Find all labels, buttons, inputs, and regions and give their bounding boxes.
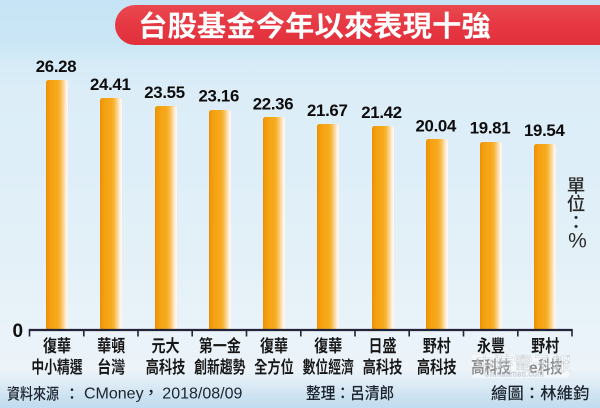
svg-text:23.16: 23.16 [199,87,240,106]
svg-text:23.55: 23.55 [144,83,185,102]
svg-text:24.41: 24.41 [90,75,131,94]
svg-text:21.67: 21.67 [307,101,348,120]
svg-text:21.42: 21.42 [361,103,402,122]
svg-text:0: 0 [13,321,24,342]
svg-text:19.81: 19.81 [470,119,511,138]
svg-text:19.54: 19.54 [524,121,565,140]
svg-text:2018/08/09: 2018/08/09 [162,385,242,402]
svg-text:Chinatimes.com: Chinatimes.com [484,370,544,379]
svg-text:20.04: 20.04 [416,116,457,135]
svg-text:CMoney: CMoney [84,385,144,402]
svg-text:22.36: 22.36 [253,94,294,113]
svg-text:26.28: 26.28 [36,57,77,76]
svg-text:%: % [568,230,587,253]
